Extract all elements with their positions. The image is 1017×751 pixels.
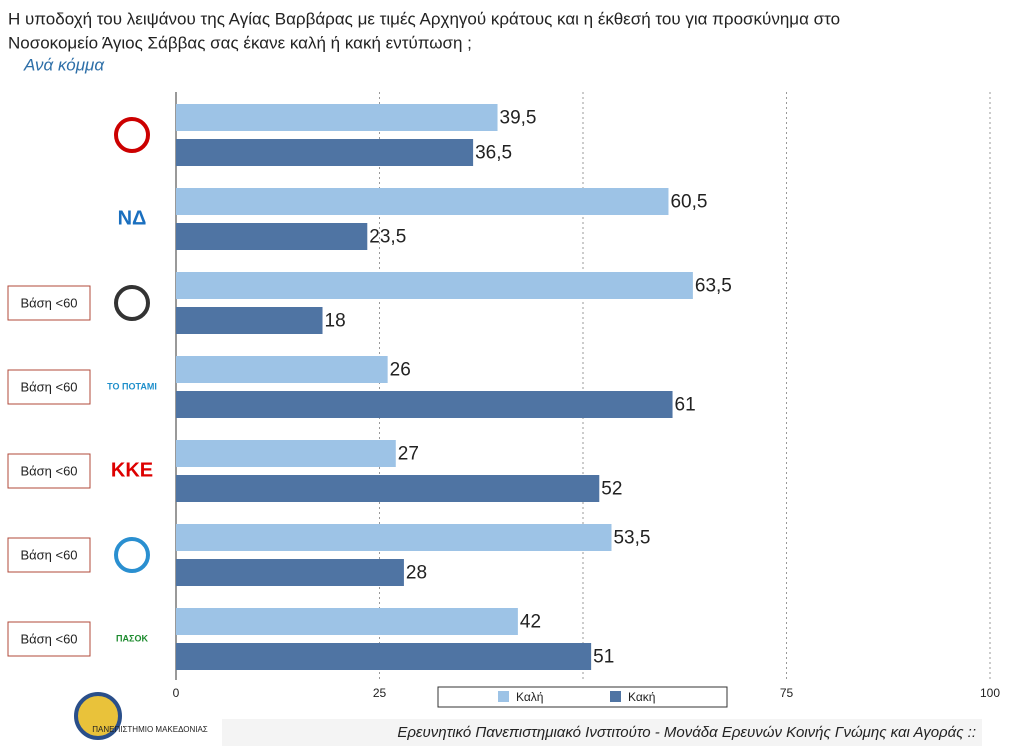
value-label: 61 <box>675 395 696 416</box>
x-tick-label: 100 <box>980 686 1000 700</box>
category-label: ΝΔ <box>118 207 147 229</box>
party-logo <box>114 117 150 153</box>
note-box <box>7 369 91 405</box>
category-label: ΠΑΣΟΚ <box>116 633 148 643</box>
value-label: 28 <box>406 563 427 584</box>
value-label: 23,5 <box>369 227 406 248</box>
bar <box>176 272 693 299</box>
party-logo <box>114 285 150 321</box>
x-tick-label: 75 <box>780 686 794 700</box>
footer: Ερευνητικό Πανεπιστημιακό Ινστιτούτο - Μ… <box>397 724 976 741</box>
value-label: 60,5 <box>670 192 707 213</box>
bar <box>176 188 669 215</box>
value-label: 27 <box>398 444 419 465</box>
subtitle: Ανά κόμμα <box>23 55 105 74</box>
value-label: 36,5 <box>475 143 512 164</box>
bar <box>176 475 600 502</box>
value-label: 53,5 <box>613 528 650 549</box>
note: Βάση <60 <box>20 547 77 562</box>
title-line: Η υποδοχή του λειψάνου της Αγίας Βαρβάρα… <box>8 9 840 28</box>
bar <box>176 391 673 418</box>
note-box <box>7 537 91 573</box>
bar <box>176 559 404 586</box>
legend-swatch <box>610 691 621 702</box>
legend-label: Καλή <box>516 690 543 704</box>
x-tick-label: 0 <box>173 686 180 700</box>
legend-label: Κακή <box>628 690 655 704</box>
title-line: Νοσοκομείο Άγιος Σάββας σας έκανε καλή ή… <box>8 33 472 52</box>
bar <box>176 524 612 551</box>
legend-swatch <box>498 691 509 702</box>
bar <box>176 643 592 670</box>
party-logo <box>114 537 150 573</box>
category-label: ΤΟ ΠΟΤΑΜΙ <box>107 381 157 391</box>
note-box <box>7 621 91 657</box>
category-label: ΚΚΕ <box>111 459 153 481</box>
logo-text: ΠΑΝΕΠΙΣΤΗΜΙΟ ΜΑΚΕΔΟΝΙΑΣ <box>92 725 208 734</box>
bar <box>176 307 323 334</box>
value-label: 51 <box>593 647 614 668</box>
legend-box <box>437 686 728 708</box>
university-logo <box>74 692 122 740</box>
value-label: 52 <box>601 479 622 500</box>
value-label: 26 <box>390 360 411 381</box>
footer-band <box>222 719 982 746</box>
note: Βάση <60 <box>20 295 77 310</box>
note-box <box>7 453 91 489</box>
note: Βάση <60 <box>20 463 77 478</box>
bar <box>176 356 388 383</box>
value-label: 42 <box>520 612 541 633</box>
bar <box>176 139 474 166</box>
bar <box>176 608 518 635</box>
x-tick-label: 25 <box>373 686 387 700</box>
value-label: 18 <box>325 311 346 332</box>
value-label: 39,5 <box>500 108 537 129</box>
bar <box>176 104 498 131</box>
note-box <box>7 285 91 321</box>
bar <box>176 223 368 250</box>
note: Βάση <60 <box>20 379 77 394</box>
value-label: 63,5 <box>695 276 732 297</box>
note: Βάση <60 <box>20 631 77 646</box>
bar <box>176 440 396 467</box>
